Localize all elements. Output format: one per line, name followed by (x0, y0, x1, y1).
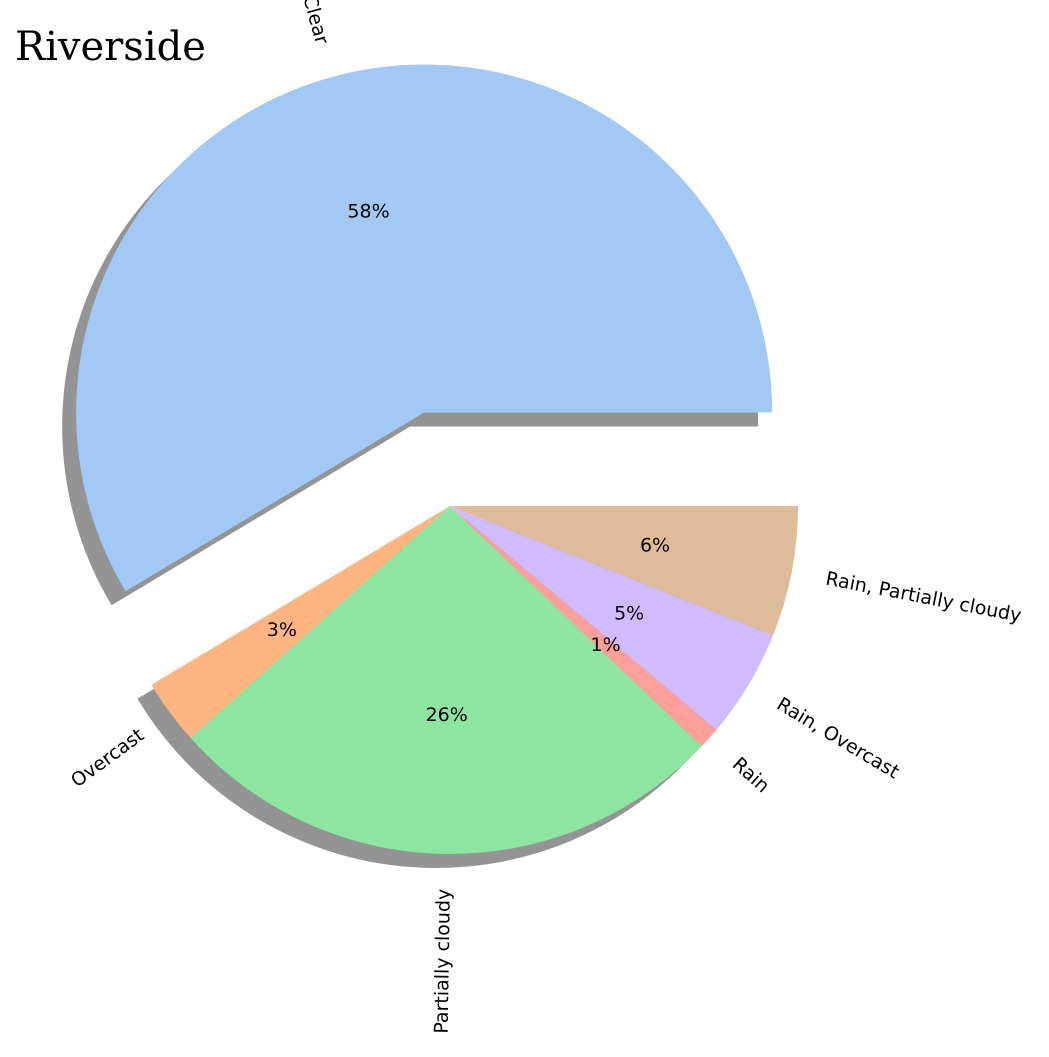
chart-title: Riverside (15, 24, 206, 70)
pct-label-rain-partially-cloudy: 6% (640, 535, 670, 557)
pie-slice-partially-cloudy (190, 506, 702, 854)
slice-label-rain: Rain (728, 753, 774, 797)
slice-label-rain-overcast: Rain, Overcast (773, 693, 903, 783)
pie-slice-overcast (151, 506, 451, 739)
pie-slice-rain-partially-cloudy (450, 506, 798, 636)
pie-slice-rain (450, 506, 717, 747)
slice-label-rain-partially-cloudy: Rain, Partially cloudy (824, 568, 1023, 627)
pct-label-partially-cloudy: 26% (426, 704, 468, 726)
pct-label-rain-overcast: 5% (614, 602, 644, 624)
pie-slice-rain-overcast (450, 506, 774, 730)
pct-label-rain: 1% (591, 634, 621, 656)
pie-slice-clear (76, 64, 773, 592)
slice-label-partially-cloudy: Partially cloudy (431, 889, 455, 1034)
pct-label-clear: 58% (347, 200, 389, 222)
slice-label-clear: Clear (298, 0, 332, 47)
slice-label-overcast: Overcast (67, 724, 148, 792)
pct-label-overcast: 3% (267, 619, 297, 641)
pie-slices (76, 64, 798, 854)
